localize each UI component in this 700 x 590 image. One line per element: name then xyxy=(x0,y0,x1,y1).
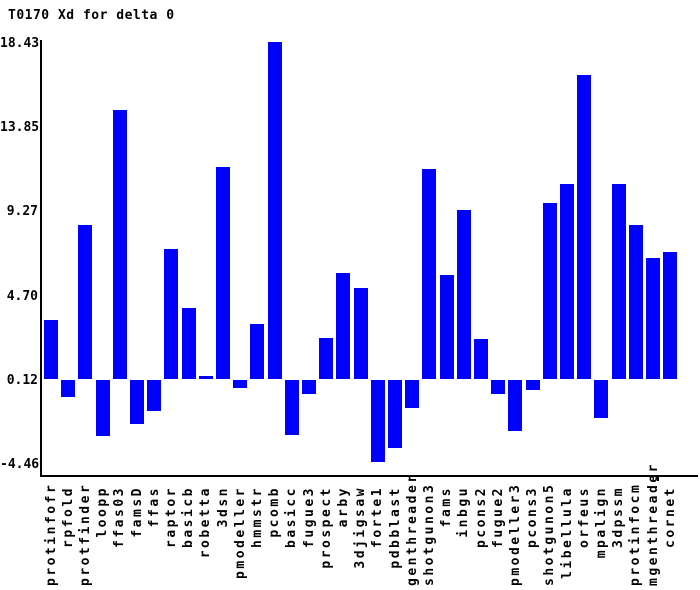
x-category-label: arby xyxy=(336,486,351,528)
bar-3djigsaw xyxy=(354,288,368,379)
y-tick-label: 0.12 xyxy=(6,373,38,388)
x-category-label: ffas03 xyxy=(112,486,127,548)
x-category-label: robetta xyxy=(198,486,213,559)
x-category-label: mgenthreader xyxy=(646,462,661,586)
x-axis-tick xyxy=(657,477,659,481)
y-tick-label: 4.70 xyxy=(6,289,38,304)
x-category-label: inbgu xyxy=(456,486,471,538)
x-category-label: fugue3 xyxy=(302,486,317,548)
bar-shotgunon5 xyxy=(543,203,557,379)
x-category-label: basicb xyxy=(181,486,196,548)
x-category-label: 3djigsaw xyxy=(353,486,368,569)
bar-basicc xyxy=(285,380,299,435)
bar-mpalign xyxy=(594,380,608,418)
x-axis-line xyxy=(40,475,698,477)
x-category-label: ffas xyxy=(147,486,162,528)
x-category-label: forte1 xyxy=(370,486,385,548)
bar-arby xyxy=(336,273,350,379)
x-category-label: cornet xyxy=(663,486,678,548)
x-category-label: protfinder xyxy=(78,482,93,586)
x-category-label: pmodeller3 xyxy=(508,482,523,586)
x-category-label: famsD xyxy=(130,486,145,538)
x-category-label: 3dpssm xyxy=(611,486,626,548)
bar-libellula xyxy=(560,184,574,379)
bar-3dpssm xyxy=(612,184,626,379)
bar-raptor xyxy=(164,249,178,379)
bar-pmodeller3 xyxy=(508,380,522,431)
bar-pcons2 xyxy=(474,339,488,379)
x-category-label: pmodeller xyxy=(233,486,248,579)
x-category-label: orfeus xyxy=(577,486,592,548)
x-category-label: basicc xyxy=(284,486,299,548)
x-category-label: mpalign xyxy=(594,486,609,559)
x-category-label: protinfofr xyxy=(44,482,59,586)
x-category-label: loopp xyxy=(95,486,110,538)
bar-forte1 xyxy=(371,380,385,462)
bar-cornet xyxy=(663,252,677,379)
bar-mgenthreader xyxy=(646,258,660,379)
bar-3dsn xyxy=(216,167,230,379)
bar-ffas xyxy=(147,380,161,411)
bar-genthreader xyxy=(405,380,419,408)
bar-fugue2 xyxy=(491,380,505,394)
x-category-label: rpfold xyxy=(61,486,76,548)
bar-pdbblast xyxy=(388,380,402,448)
bar-shotgunon3 xyxy=(422,169,436,379)
x-category-label: prospect xyxy=(319,486,334,569)
bar-protinfofr xyxy=(44,320,58,379)
x-category-label: fugue2 xyxy=(491,486,506,548)
x-category-label: protinfocm xyxy=(628,482,643,586)
bar-famsD xyxy=(130,380,144,424)
bar-basicb xyxy=(182,308,196,379)
y-tick-label: 13.85 xyxy=(0,120,40,135)
x-category-label: genthreader xyxy=(405,472,420,586)
x-category-label: pdbblast xyxy=(388,486,403,569)
y-tick-label: -4.46 xyxy=(0,457,40,472)
bar-orfeus xyxy=(577,75,591,379)
x-category-label: hmmstr xyxy=(250,486,265,548)
bar-pmodeller xyxy=(233,380,247,388)
bar-fugue3 xyxy=(302,380,316,394)
x-category-label: raptor xyxy=(164,486,179,548)
bar-protfinder xyxy=(78,225,92,379)
bar-ffas03 xyxy=(113,110,127,379)
y-tick-label: 9.27 xyxy=(6,204,38,219)
x-category-label: shotgunon3 xyxy=(422,482,437,586)
bar-robetta xyxy=(199,376,213,379)
chart-title: T0170 Xd for delta 0 xyxy=(8,8,175,23)
x-category-label: 3dsn xyxy=(216,486,231,528)
x-category-label: libellula xyxy=(560,486,575,579)
x-category-label: pcons3 xyxy=(525,486,540,548)
bar-hmmstr xyxy=(250,324,264,379)
x-category-label: fams xyxy=(439,486,454,528)
bar-rpfold xyxy=(61,380,75,397)
bar-protinfocm xyxy=(629,225,643,379)
bar-inbgu xyxy=(457,210,471,379)
bar-pcons3 xyxy=(526,380,540,390)
bar-pcomb xyxy=(268,42,282,379)
y-tick-label: 18.43 xyxy=(0,36,40,51)
x-category-label: pcons2 xyxy=(474,486,489,548)
y-axis-line xyxy=(40,40,42,477)
bar-loopp xyxy=(96,380,110,436)
x-category-label: shotgunon5 xyxy=(542,482,557,586)
bar-prospect xyxy=(319,338,333,379)
x-category-label: pcomb xyxy=(267,486,282,538)
bar-fams xyxy=(440,275,454,379)
